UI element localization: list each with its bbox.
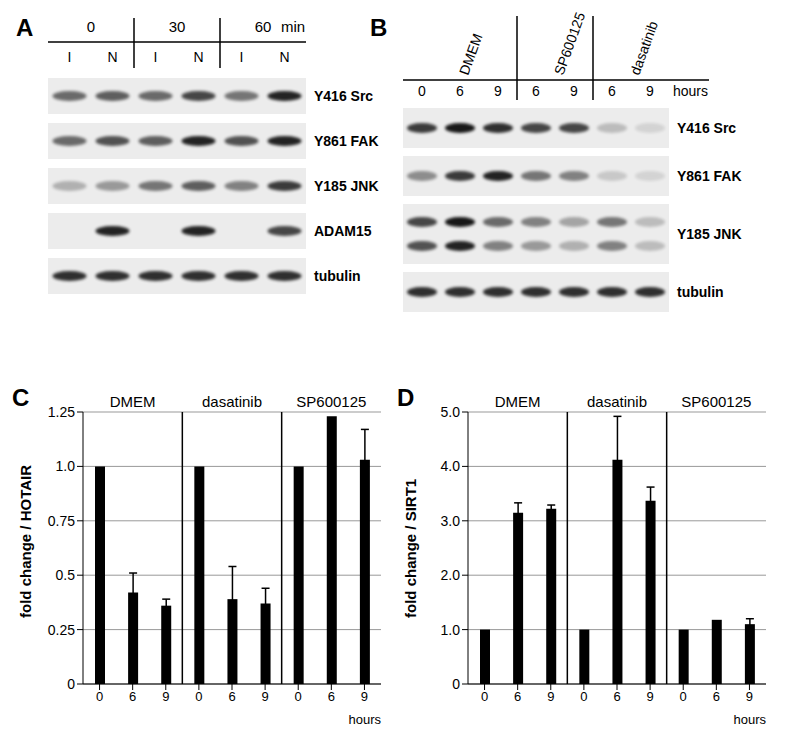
- svg-text:6: 6: [228, 689, 235, 704]
- svg-text:Y185 JNK: Y185 JNK: [677, 226, 742, 242]
- svg-text:Y861 FAK: Y861 FAK: [677, 168, 742, 184]
- svg-text:I: I: [240, 49, 244, 65]
- svg-text:6: 6: [608, 83, 616, 99]
- svg-text:dasatinib: dasatinib: [202, 393, 262, 410]
- svg-text:0: 0: [452, 676, 460, 692]
- svg-text:Y185 JNK: Y185 JNK: [314, 178, 379, 194]
- svg-text:1.0: 1.0: [56, 458, 76, 474]
- svg-text:6: 6: [328, 689, 335, 704]
- svg-text:I: I: [68, 49, 72, 65]
- svg-text:9: 9: [646, 689, 653, 704]
- svg-text:N: N: [107, 49, 117, 65]
- svg-text:30: 30: [169, 18, 186, 35]
- svg-text:DMEM: DMEM: [495, 393, 541, 410]
- svg-text:DMEM: DMEM: [456, 31, 486, 77]
- svg-text:0: 0: [87, 18, 95, 35]
- html-text:C: C: [12, 384, 30, 411]
- svg-text:6: 6: [129, 689, 136, 704]
- svg-text:fold change / SIRT1: fold change / SIRT1: [402, 479, 419, 618]
- svg-text:ADAM15: ADAM15: [314, 223, 372, 239]
- svg-text:6: 6: [532, 83, 540, 99]
- svg-text:9: 9: [494, 83, 502, 99]
- svg-text:9: 9: [570, 83, 578, 99]
- svg-text:B: B: [370, 14, 387, 41]
- svg-text:0.75: 0.75: [48, 513, 75, 529]
- svg-text:9: 9: [162, 689, 169, 704]
- svg-text:9: 9: [261, 689, 268, 704]
- svg-text:4.0: 4.0: [441, 458, 461, 474]
- svg-text:Y416 Src: Y416 Src: [677, 120, 736, 136]
- svg-text:6: 6: [713, 689, 720, 704]
- svg-text:1.0: 1.0: [441, 622, 461, 638]
- svg-text:9: 9: [547, 689, 554, 704]
- svg-text:60: 60: [255, 18, 272, 35]
- svg-text:6: 6: [514, 689, 521, 704]
- svg-text:0: 0: [580, 689, 587, 704]
- svg-text:dasatinib: dasatinib: [587, 393, 647, 410]
- svg-text:3.0: 3.0: [441, 513, 461, 529]
- svg-text:0: 0: [195, 689, 202, 704]
- svg-text:9: 9: [646, 83, 654, 99]
- svg-text:1.25: 1.25: [48, 404, 75, 420]
- svg-text:SP600125: SP600125: [681, 393, 751, 410]
- svg-text:0: 0: [680, 689, 687, 704]
- svg-text:SP600125: SP600125: [551, 10, 588, 77]
- svg-text:hours: hours: [673, 83, 708, 99]
- svg-text:hours: hours: [348, 712, 381, 727]
- svg-text:0: 0: [295, 689, 302, 704]
- svg-text:0: 0: [67, 676, 75, 692]
- svg-text:0: 0: [96, 689, 103, 704]
- svg-text:tubulin: tubulin: [677, 284, 724, 300]
- svg-text:0.5: 0.5: [56, 567, 76, 583]
- svg-text:N: N: [193, 49, 203, 65]
- html-text:D: D: [397, 384, 415, 411]
- svg-text:DMEM: DMEM: [110, 393, 156, 410]
- svg-text:Y416 Src: Y416 Src: [314, 88, 373, 104]
- svg-text:min: min: [281, 18, 305, 35]
- svg-text:6: 6: [613, 689, 620, 704]
- svg-text:6: 6: [456, 83, 464, 99]
- svg-text:fold change / HOTAIR: fold change / HOTAIR: [17, 465, 34, 618]
- svg-text:9: 9: [361, 689, 368, 704]
- svg-text:0.25: 0.25: [48, 622, 75, 638]
- svg-text:9: 9: [746, 689, 753, 704]
- svg-text:I: I: [154, 49, 158, 65]
- svg-text:N: N: [279, 49, 289, 65]
- svg-text:A: A: [16, 14, 33, 41]
- svg-text:5.0: 5.0: [441, 404, 461, 420]
- svg-text:Y861 FAK: Y861 FAK: [314, 133, 379, 149]
- svg-text:hours: hours: [733, 712, 766, 727]
- svg-text:0: 0: [418, 83, 426, 99]
- svg-text:dasatinib: dasatinib: [627, 19, 661, 77]
- svg-text:tubulin: tubulin: [314, 268, 361, 284]
- svg-text:SP600125: SP600125: [296, 393, 366, 410]
- svg-text:2.0: 2.0: [441, 567, 461, 583]
- svg-text:0: 0: [481, 689, 488, 704]
